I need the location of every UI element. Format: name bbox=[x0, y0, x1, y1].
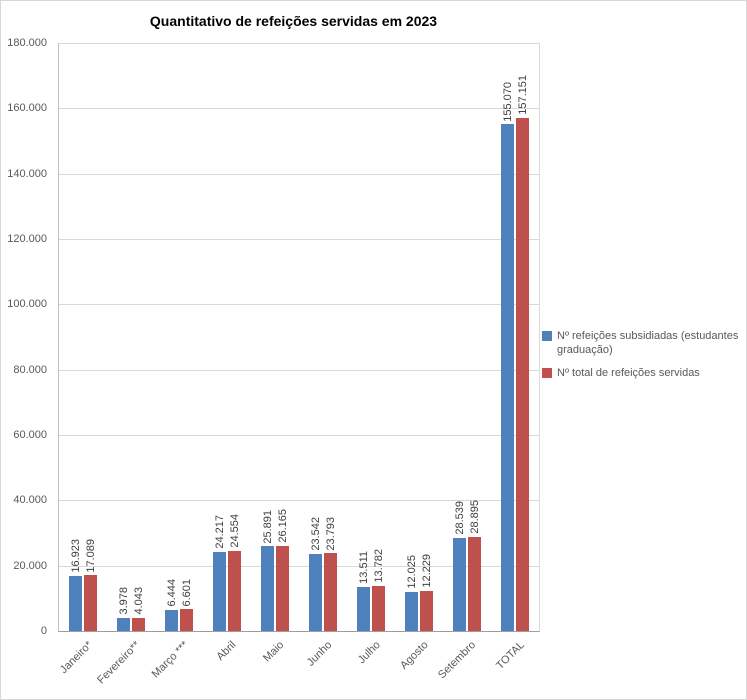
bar-value-label: 23.793 bbox=[324, 516, 337, 551]
bar-value-label: 3.978 bbox=[117, 587, 130, 616]
bar-value-label: 26.165 bbox=[276, 508, 289, 543]
bar bbox=[420, 591, 433, 631]
bar-value-label: 6.444 bbox=[165, 579, 178, 607]
bar bbox=[324, 553, 337, 631]
x-tick-label: Maio bbox=[261, 639, 287, 665]
x-tick-label: Setembro bbox=[436, 639, 479, 682]
bar bbox=[357, 586, 370, 631]
x-tick-label: Janeiro* bbox=[57, 639, 95, 677]
x-tick-label: Junho bbox=[304, 639, 335, 669]
bar bbox=[516, 117, 529, 631]
bar-value-label: 13.782 bbox=[372, 549, 385, 583]
legend: Nº refeições subsidiadas (estudantes gra… bbox=[542, 329, 742, 389]
gridline bbox=[59, 500, 539, 502]
bar bbox=[84, 575, 97, 631]
gridline bbox=[59, 43, 539, 44]
bar bbox=[501, 124, 514, 631]
bar bbox=[261, 546, 274, 631]
gridline bbox=[59, 435, 539, 436]
bar bbox=[180, 609, 193, 631]
legend-item: Nº total de refeições servidas bbox=[542, 366, 742, 380]
legend-swatch bbox=[542, 331, 552, 341]
y-tick-label: 20.000 bbox=[13, 559, 47, 572]
bar bbox=[117, 618, 130, 631]
bar bbox=[69, 575, 82, 631]
y-tick-label: 80.000 bbox=[13, 363, 47, 376]
bar-value-label: 24.554 bbox=[228, 514, 241, 548]
bar bbox=[372, 585, 385, 631]
bar bbox=[276, 545, 289, 631]
x-tick-label: Julho bbox=[355, 639, 383, 667]
bar-value-label: 157.151 bbox=[516, 74, 529, 115]
legend-label: Nº total de refeições servidas bbox=[557, 367, 700, 379]
x-tick-label: Fevereiro** bbox=[95, 639, 143, 687]
y-axis: 0 20.000 40.000 60.000 80.000 100.000 120.000 1… bbox=[1, 37, 53, 637]
y-tick-label: 140.000 bbox=[7, 167, 47, 180]
bar-value-label: 16.923 bbox=[69, 539, 82, 573]
gridline bbox=[59, 173, 539, 175]
y-tick-label: 40.000 bbox=[13, 494, 47, 507]
bar-value-label: 28.895 bbox=[468, 499, 481, 534]
y-tick-label: 160.000 bbox=[7, 102, 47, 115]
gridline bbox=[59, 304, 539, 306]
bar-value-label: 25.891 bbox=[261, 509, 274, 544]
bar-value-label: 12.229 bbox=[420, 554, 433, 589]
bar bbox=[165, 609, 178, 631]
chart-title: Quantitativo de refeições servidas em 20… bbox=[149, 13, 438, 29]
bar-value-label: 28.539 bbox=[453, 501, 466, 535]
x-tick-label: TOTAL bbox=[493, 639, 527, 672]
legend-item: Nº refeições subsidiadas (estudantes gra… bbox=[542, 329, 742, 357]
bar bbox=[453, 537, 466, 631]
bar-value-label: 4.043 bbox=[132, 587, 145, 615]
gridline bbox=[59, 369, 539, 371]
x-tick-label: Março *** bbox=[149, 639, 191, 681]
plot-area: 16.923 17.089 3.978 4.043 6.444 6.601 24.217 24… bbox=[58, 43, 540, 632]
y-tick-label: 100.000 bbox=[7, 298, 47, 311]
bar bbox=[228, 550, 241, 631]
bar-value-label: 17.089 bbox=[84, 538, 97, 573]
y-tick-label: 0 bbox=[40, 625, 47, 637]
gridline bbox=[59, 565, 539, 567]
y-tick-label: 120.000 bbox=[7, 233, 47, 245]
bar-value-label: 24.217 bbox=[213, 515, 226, 549]
bar-value-label: 13.511 bbox=[357, 551, 370, 584]
bar bbox=[132, 617, 145, 631]
y-tick-label: 180.000 bbox=[7, 37, 47, 49]
gridline bbox=[59, 108, 539, 110]
bar bbox=[405, 591, 418, 631]
bar bbox=[309, 554, 322, 631]
x-axis: Janeiro* Fevereiro** Março *** Abril Maio Jun… bbox=[57, 632, 538, 698]
bar-value-label: 23.542 bbox=[309, 517, 322, 552]
bar bbox=[213, 551, 226, 631]
bar-value-label: 155.070 bbox=[501, 81, 514, 122]
bar-value-label: 12.025 bbox=[405, 555, 418, 589]
bar bbox=[468, 536, 481, 631]
legend-swatch bbox=[542, 368, 552, 378]
x-tick-label: Abril bbox=[214, 639, 239, 664]
legend-label: Nº refeições subsidiadas (estudantes gra… bbox=[557, 330, 739, 356]
y-tick-label: 60.000 bbox=[13, 429, 47, 441]
x-tick-label: Agosto bbox=[397, 639, 431, 672]
bar-value-label: 6.601 bbox=[180, 578, 193, 607]
gridline bbox=[59, 239, 539, 240]
